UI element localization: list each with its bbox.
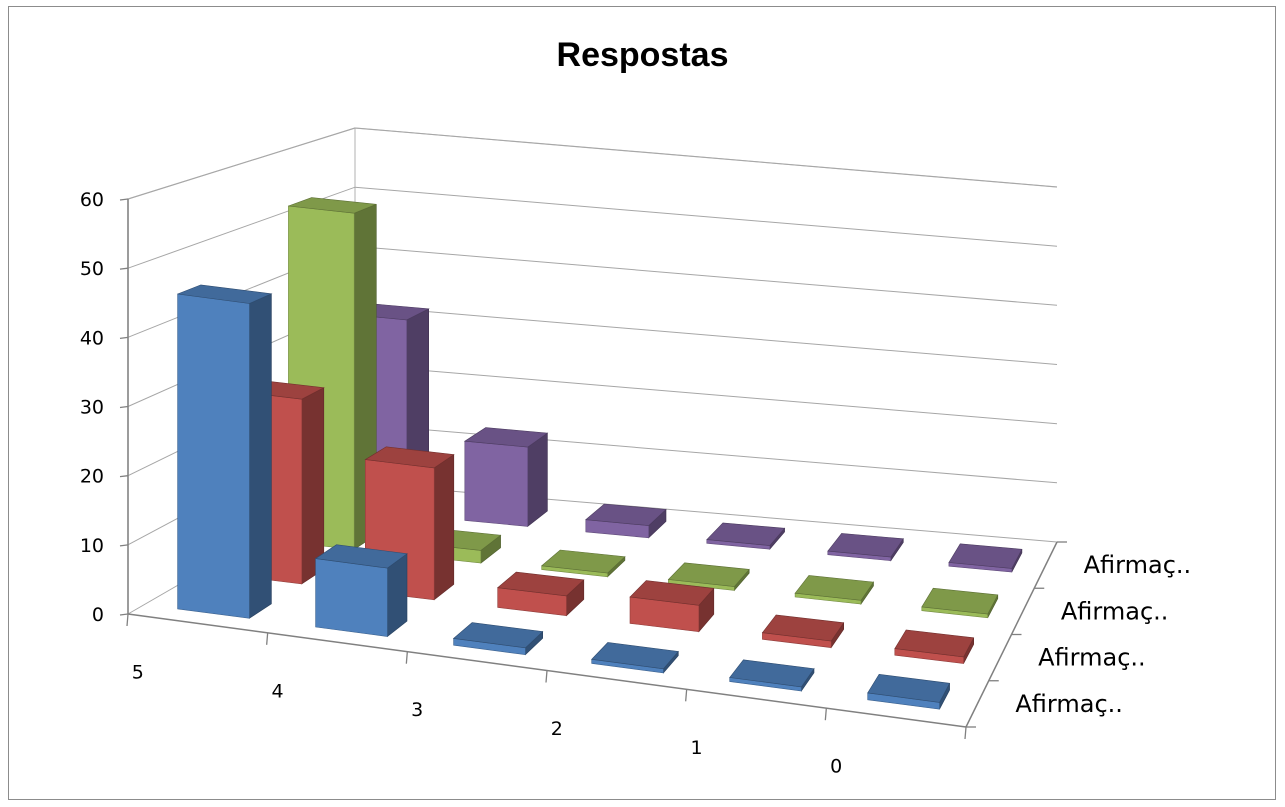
bar [729,659,815,692]
x-tick-label: 2 [551,718,563,740]
y-tick [119,267,129,270]
gridline [127,127,1058,200]
bar-top [629,580,715,606]
y-tick-label: 30 [80,397,104,419]
bar-front [464,440,529,527]
bar [706,522,786,551]
x-tick [266,632,269,645]
chart-bars [177,197,1023,710]
bar-top [761,614,845,642]
y-tick [119,544,129,547]
bar-top [463,427,549,448]
bar-top [794,575,875,601]
bar-top [948,543,1023,569]
y-tick [119,336,129,339]
x-tick-label: 5 [132,661,144,683]
bar-side [249,293,272,619]
bar-top [540,549,626,574]
bar-front [177,293,250,619]
bar [629,580,715,633]
series-label: Afirmaç.. [1084,551,1192,579]
bar-front [315,558,388,637]
bar [591,642,679,674]
bar-top [177,284,273,304]
y-tick-label: 50 [80,258,104,280]
bar [585,503,667,539]
x-tick-label: 1 [690,737,702,759]
chart-labels: 0102030405060543210Afirmaç..Afirmaç..Afi… [80,189,1191,778]
bar-side [433,454,455,601]
x-tick [824,708,827,721]
bar [667,562,750,592]
x-tick-label: 4 [271,680,283,702]
bar-top [867,673,951,703]
bar [496,571,585,617]
bar-top [452,622,544,649]
x-tick-label: 0 [830,756,842,778]
bar-top [585,503,667,526]
gridline [127,186,1058,269]
bar [463,427,549,528]
back-wall-edge [354,127,1058,483]
x-tick [545,670,548,683]
y-tick [119,198,129,201]
bar [921,587,999,619]
y-tick-label: 60 [80,189,104,211]
bar [794,575,875,606]
bar-top [591,642,679,670]
y-tick-label: 10 [80,535,104,557]
bar-top [729,659,815,688]
bar-side [301,387,325,585]
x-tick [126,613,129,627]
x-tick [405,651,408,664]
bar [827,533,904,562]
bar-top [288,197,377,214]
bar-top [314,544,408,569]
bar-side [527,432,548,528]
bar [177,284,273,619]
chart-axes [119,198,1067,740]
bar-top [706,522,786,546]
x-tick [964,726,967,740]
bar-top [921,587,999,615]
x-tick [685,689,688,702]
bar [867,673,951,710]
x-tick-label: 3 [411,699,423,721]
y-tick [119,475,129,478]
bar-top [667,562,750,587]
bar-top [364,446,455,469]
bar-top [827,533,904,558]
bar [452,622,544,656]
y-tick-label: 40 [80,327,104,349]
y-tick-label: 0 [92,604,104,626]
series-label: Afirmaç.. [1038,644,1146,672]
series-label: Afirmaç.. [1061,597,1169,625]
y-tick-label: 20 [80,466,104,488]
series-label: Afirmaç.. [1015,690,1123,718]
bar [894,629,975,664]
bar-top [496,571,585,597]
bar-top [894,629,975,658]
bar [540,549,626,578]
y-tick [119,613,129,616]
chart-title: Respostas [556,36,729,74]
bar [761,614,845,649]
bar [314,544,408,638]
y-tick [119,405,129,409]
bar [948,543,1023,573]
